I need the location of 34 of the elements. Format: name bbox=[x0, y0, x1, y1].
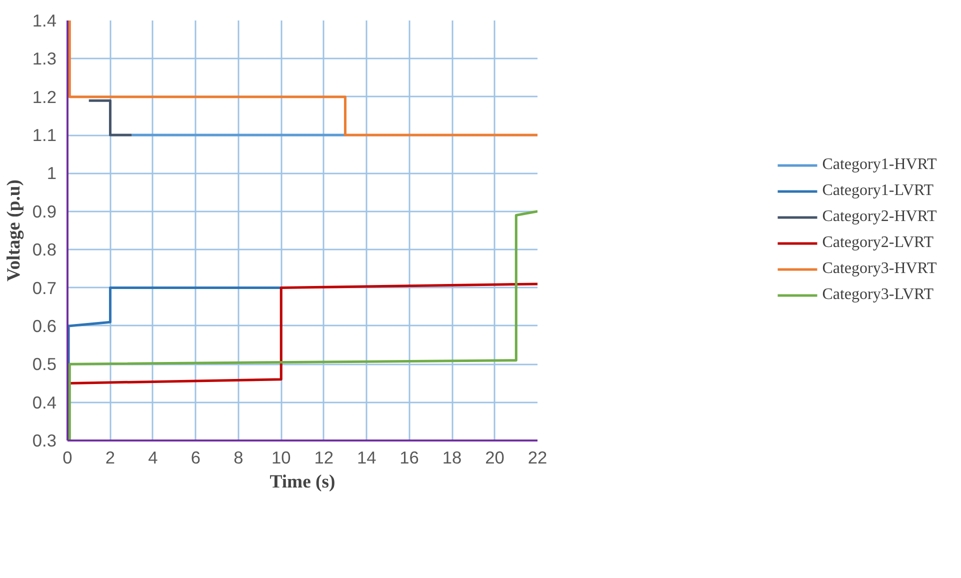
x-tick-label: 2 bbox=[105, 448, 116, 468]
legend-label: Category2-LVRT bbox=[822, 234, 934, 252]
x-axis-title: Time (s) bbox=[270, 472, 336, 492]
x-tick-label: 16 bbox=[400, 448, 419, 468]
y-tick-label: 1.2 bbox=[32, 86, 57, 107]
x-tick-label: 20 bbox=[485, 448, 504, 468]
legend-label: Category3-HVRT bbox=[822, 260, 937, 278]
x-tick-label: 6 bbox=[190, 448, 201, 468]
y-tick-label: 0.7 bbox=[32, 278, 57, 298]
legend-label: Category1-HVRT bbox=[822, 156, 937, 174]
y-tick-label: 0.8 bbox=[32, 240, 57, 260]
y-tick-label: 0.3 bbox=[32, 430, 57, 450]
y-tick-label: 0.5 bbox=[32, 354, 57, 374]
x-tick-label: 12 bbox=[314, 448, 334, 468]
legend-label: Category2-HVRT bbox=[822, 208, 937, 226]
x-tick-label: 8 bbox=[234, 448, 244, 468]
y-tick-label: 1.3 bbox=[32, 48, 57, 69]
line-series bbox=[68, 282, 538, 384]
x-tick-label: 10 bbox=[272, 448, 291, 468]
y-tick-label: 0.4 bbox=[32, 392, 57, 412]
x-tick-label: 14 bbox=[356, 448, 377, 468]
x-tick-label: 4 bbox=[148, 448, 158, 468]
x-tick-label: 22 bbox=[528, 448, 548, 468]
y-tick-label: 0.9 bbox=[32, 201, 57, 222]
y-tick-label: 0.6 bbox=[32, 316, 57, 336]
y-tick-label: 1.1 bbox=[32, 125, 57, 146]
legend-label: Category3-LVRT bbox=[822, 286, 934, 304]
y-tick-label: 1.4 bbox=[32, 10, 57, 30]
line-series bbox=[68, 286, 282, 366]
y-axis-title: Voltage (p.u) bbox=[3, 180, 24, 282]
legend-label: Category1-LVRT bbox=[822, 182, 934, 200]
x-tick-label: 0 bbox=[62, 448, 72, 468]
y-tick-label: 1 bbox=[46, 163, 57, 184]
x-tick-label: 18 bbox=[442, 448, 462, 468]
